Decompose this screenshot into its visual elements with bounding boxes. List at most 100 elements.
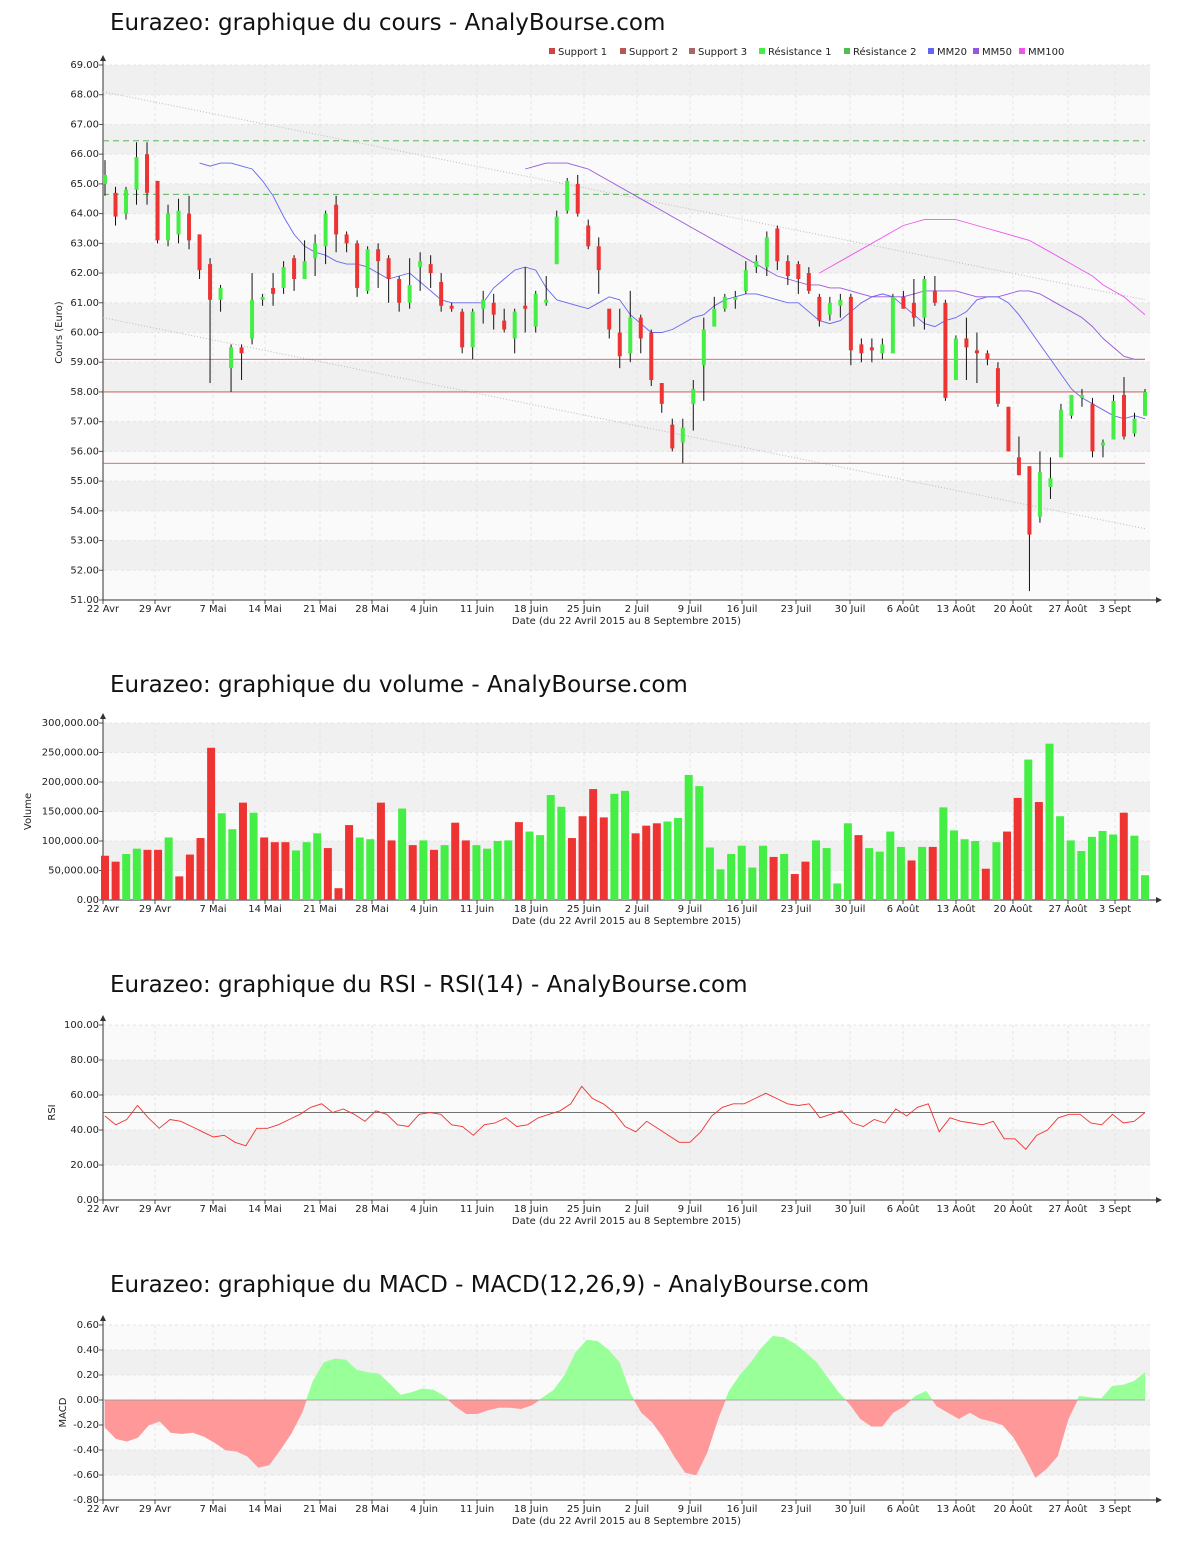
- volume-bar: [939, 807, 948, 900]
- volume-bar: [949, 830, 958, 900]
- x-tick-label: 27 Août: [1049, 903, 1088, 915]
- x-tick-label: 2 Juil: [625, 604, 649, 615]
- candle-body: [607, 308, 612, 330]
- volume-bar: [483, 848, 492, 900]
- volume-bar: [1003, 831, 1012, 900]
- legend-entry: MM50: [982, 47, 1012, 58]
- volume-bar: [366, 839, 375, 900]
- candle-body: [271, 287, 276, 294]
- x-tick-label: 9 Juil: [678, 1204, 702, 1215]
- legend-entry: Support 2: [629, 47, 678, 58]
- candle-body: [103, 174, 107, 184]
- y-tick-label: 65.00: [70, 179, 99, 190]
- candle-body: [470, 311, 475, 348]
- volume-bar: [132, 848, 141, 900]
- x-tick-label: 23 Juil: [781, 604, 812, 615]
- macd-positive-area: [306, 1335, 1146, 1401]
- x-tick-label: 3 Sept: [1099, 1204, 1131, 1215]
- volume-bar: [758, 845, 767, 900]
- candle-body: [670, 424, 675, 449]
- candle-body: [859, 344, 864, 354]
- candle-body: [491, 302, 496, 315]
- volume-bar: [981, 868, 990, 900]
- legend-entry: MM100: [1028, 47, 1064, 58]
- x-tick-label: 23 Juil: [781, 1504, 812, 1515]
- grid-band: [103, 570, 1150, 600]
- volume-bar: [727, 853, 736, 900]
- candle-body: [701, 329, 706, 366]
- volume-bar: [843, 823, 852, 900]
- x-tick-label: 6 Août: [887, 1203, 920, 1215]
- x-tick-label: 2 Juil: [625, 904, 649, 915]
- trend-channel-upper: [102, 91, 1146, 301]
- x-tick-label: 22 Avr: [87, 1204, 120, 1215]
- candle-body: [995, 368, 1000, 404]
- x-tick-label: 14 Mai: [248, 604, 281, 615]
- volume-bar: [313, 833, 322, 900]
- candle-body: [575, 183, 580, 214]
- volume-bar: [663, 821, 672, 900]
- grid-band: [103, 451, 1150, 482]
- candle-body: [512, 311, 517, 339]
- x-tick-label: 2 Juil: [625, 1204, 649, 1215]
- x-tick-label: 22 Avr: [87, 604, 120, 615]
- candle-body: [722, 296, 727, 309]
- x-tick-label: 11 Juin: [460, 1204, 494, 1215]
- candle-body: [449, 305, 454, 309]
- x-tick-label: 4 Juin: [410, 904, 438, 915]
- candle-body: [1048, 478, 1053, 488]
- y-tick-label: 60.00: [70, 328, 99, 339]
- x-tick-label: 3 Sept: [1099, 904, 1131, 915]
- y-tick-label: 58.00: [70, 387, 99, 398]
- x-tick-label: 16 Juil: [727, 1204, 758, 1215]
- y-tick-label: -0.40: [73, 1445, 99, 1456]
- volume-bar: [790, 874, 799, 900]
- candle-body: [1121, 394, 1126, 437]
- x-tick-label: 7 Mai: [199, 1504, 226, 1515]
- candle-body: [911, 302, 916, 318]
- candle-body: [323, 213, 328, 247]
- y-axis-arrow: [100, 1015, 106, 1021]
- volume-bar: [398, 808, 407, 900]
- grid-band: [103, 183, 1150, 214]
- y-tick-label: 50,000.00: [48, 866, 99, 877]
- volume-bar: [684, 774, 693, 900]
- x-tick-label: 27 Août: [1049, 1503, 1088, 1515]
- volume-bar: [1087, 836, 1096, 900]
- volume-bar: [1066, 840, 1075, 900]
- x-tick-label: 29 Avr: [139, 1204, 172, 1215]
- volume-bar: [971, 841, 980, 900]
- candle-body: [596, 246, 601, 271]
- y-axis-arrow: [100, 1315, 106, 1321]
- x-tick-label: 30 Juil: [835, 1504, 866, 1515]
- candle-body: [1100, 442, 1105, 446]
- candle-body: [922, 279, 927, 318]
- candle-body: [376, 249, 381, 262]
- x-tick-label: 9 Juil: [678, 1504, 702, 1515]
- volume-bar: [1119, 812, 1128, 900]
- grid-band: [103, 362, 1150, 392]
- y-tick-label: 0.60: [77, 1320, 99, 1331]
- candle-body: [985, 353, 990, 360]
- candle-body: [1132, 418, 1137, 434]
- volume-bar: [345, 825, 354, 900]
- candle-body: [712, 308, 717, 327]
- volume-bar: [249, 812, 258, 900]
- rsi-line: [104, 1085, 1146, 1150]
- x-tick-label: 23 Juil: [781, 1204, 812, 1215]
- x-tick-label: 4 Juin: [410, 1204, 438, 1215]
- candle-body: [785, 261, 790, 277]
- x-tick-label: 13 Août: [937, 1503, 976, 1515]
- x-tick-label: 21 Mai: [303, 1504, 336, 1515]
- volume-bar: [154, 849, 163, 900]
- grid-band: [103, 65, 1150, 95]
- x-axis-arrow: [1156, 1197, 1162, 1203]
- grid-band: [103, 752, 1150, 782]
- candle-body: [775, 228, 780, 262]
- candle-body: [218, 287, 223, 300]
- y-tick-label: 63.00: [70, 238, 99, 249]
- x-tick-label: 25 Juin: [567, 604, 601, 615]
- volume-bar: [854, 835, 863, 900]
- candle-body: [1016, 457, 1021, 476]
- x-axis-label: Date (du 22 Avril 2015 au 8 Septembre 20…: [512, 1216, 741, 1227]
